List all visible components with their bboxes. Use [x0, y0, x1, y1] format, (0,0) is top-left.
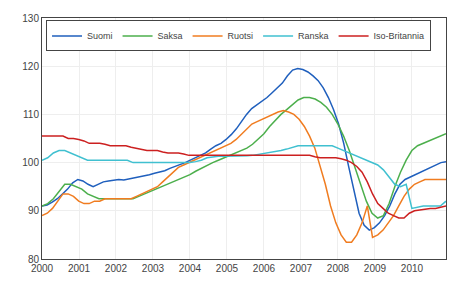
svg-text:Saksa: Saksa — [158, 31, 183, 41]
svg-text:2006: 2006 — [253, 263, 276, 274]
svg-text:Ranska: Ranska — [298, 31, 329, 41]
svg-text:2003: 2003 — [142, 263, 165, 274]
svg-text:90: 90 — [28, 205, 40, 216]
svg-text:2001: 2001 — [68, 263, 91, 274]
svg-text:2009: 2009 — [364, 263, 387, 274]
svg-text:2000: 2000 — [31, 263, 54, 274]
svg-text:Ruotsi: Ruotsi — [228, 31, 254, 41]
svg-text:Iso-Britannia: Iso-Britannia — [374, 31, 425, 41]
svg-text:2002: 2002 — [105, 263, 128, 274]
svg-text:2008: 2008 — [327, 263, 350, 274]
svg-text:2010: 2010 — [401, 263, 424, 274]
svg-text:130: 130 — [22, 13, 39, 24]
svg-text:2007: 2007 — [290, 263, 313, 274]
svg-text:100: 100 — [22, 157, 39, 168]
svg-text:80: 80 — [28, 254, 40, 265]
svg-text:110: 110 — [23, 109, 39, 120]
svg-text:2005: 2005 — [216, 263, 239, 274]
svg-text:Suomi: Suomi — [87, 31, 113, 41]
svg-text:2004: 2004 — [179, 263, 202, 274]
svg-text:120: 120 — [22, 61, 39, 72]
